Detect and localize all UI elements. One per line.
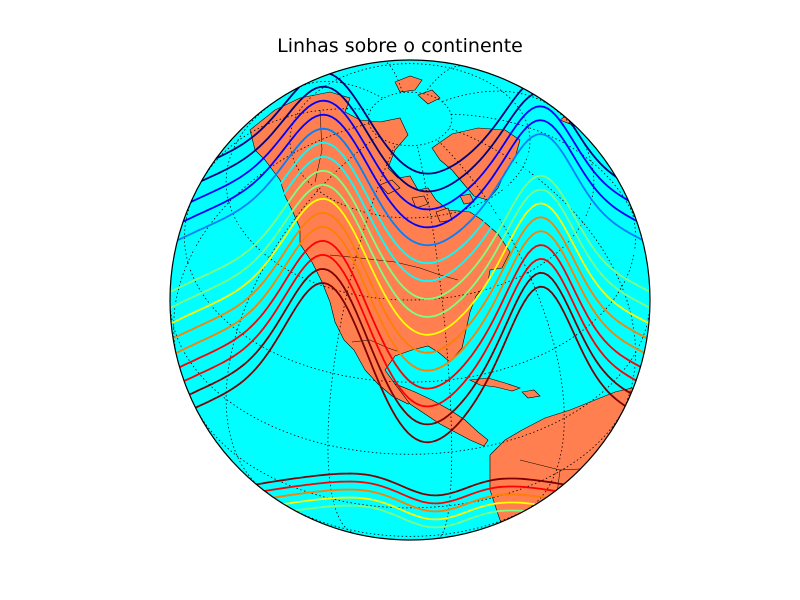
graticule-meridian <box>450 113 642 236</box>
contour-lines <box>170 71 650 534</box>
graticule-meridian <box>225 135 379 491</box>
globe-outline <box>169 59 651 541</box>
map-title: Linhas sobre o continente <box>277 35 523 57</box>
graticule-parallel <box>367 91 453 147</box>
contour-line <box>170 141 650 266</box>
graticule-parallel <box>184 194 636 383</box>
contour-line <box>170 85 650 202</box>
graticule-meridian <box>441 90 556 110</box>
contour-line <box>170 239 650 390</box>
graticule-parallel <box>279 501 541 537</box>
contour-line <box>170 282 650 444</box>
land-arctic-island-6 <box>459 193 475 205</box>
contour-line <box>170 155 650 283</box>
border-us-canada <box>329 254 459 281</box>
land-hispaniola <box>521 389 541 399</box>
contour-line <box>170 268 650 426</box>
land-cuba <box>468 377 521 392</box>
contour-line <box>170 253 650 408</box>
graticule-meridian <box>383 61 404 93</box>
graticule-meridian <box>449 127 636 418</box>
contour-line <box>170 99 650 218</box>
contour-line <box>170 183 650 318</box>
contour-line <box>170 197 650 336</box>
border-sa-3 <box>599 467 611 501</box>
contour-line <box>170 127 650 250</box>
graticule-parallel <box>195 407 625 509</box>
contour-line <box>170 225 650 372</box>
border-us-mexico <box>351 339 401 353</box>
contour-line <box>170 211 650 354</box>
graticule-meridian <box>297 80 384 99</box>
land-arctic-island-4 <box>411 195 429 209</box>
land-arctic-island-1 <box>394 75 423 93</box>
graticule-parallel <box>289 63 531 219</box>
land-central-america <box>394 383 489 447</box>
contour-line <box>170 113 650 234</box>
graticule-meridian <box>436 139 565 512</box>
contour-line <box>170 169 650 300</box>
graticule-meridian <box>173 123 370 362</box>
graticule-meridian <box>327 143 397 534</box>
